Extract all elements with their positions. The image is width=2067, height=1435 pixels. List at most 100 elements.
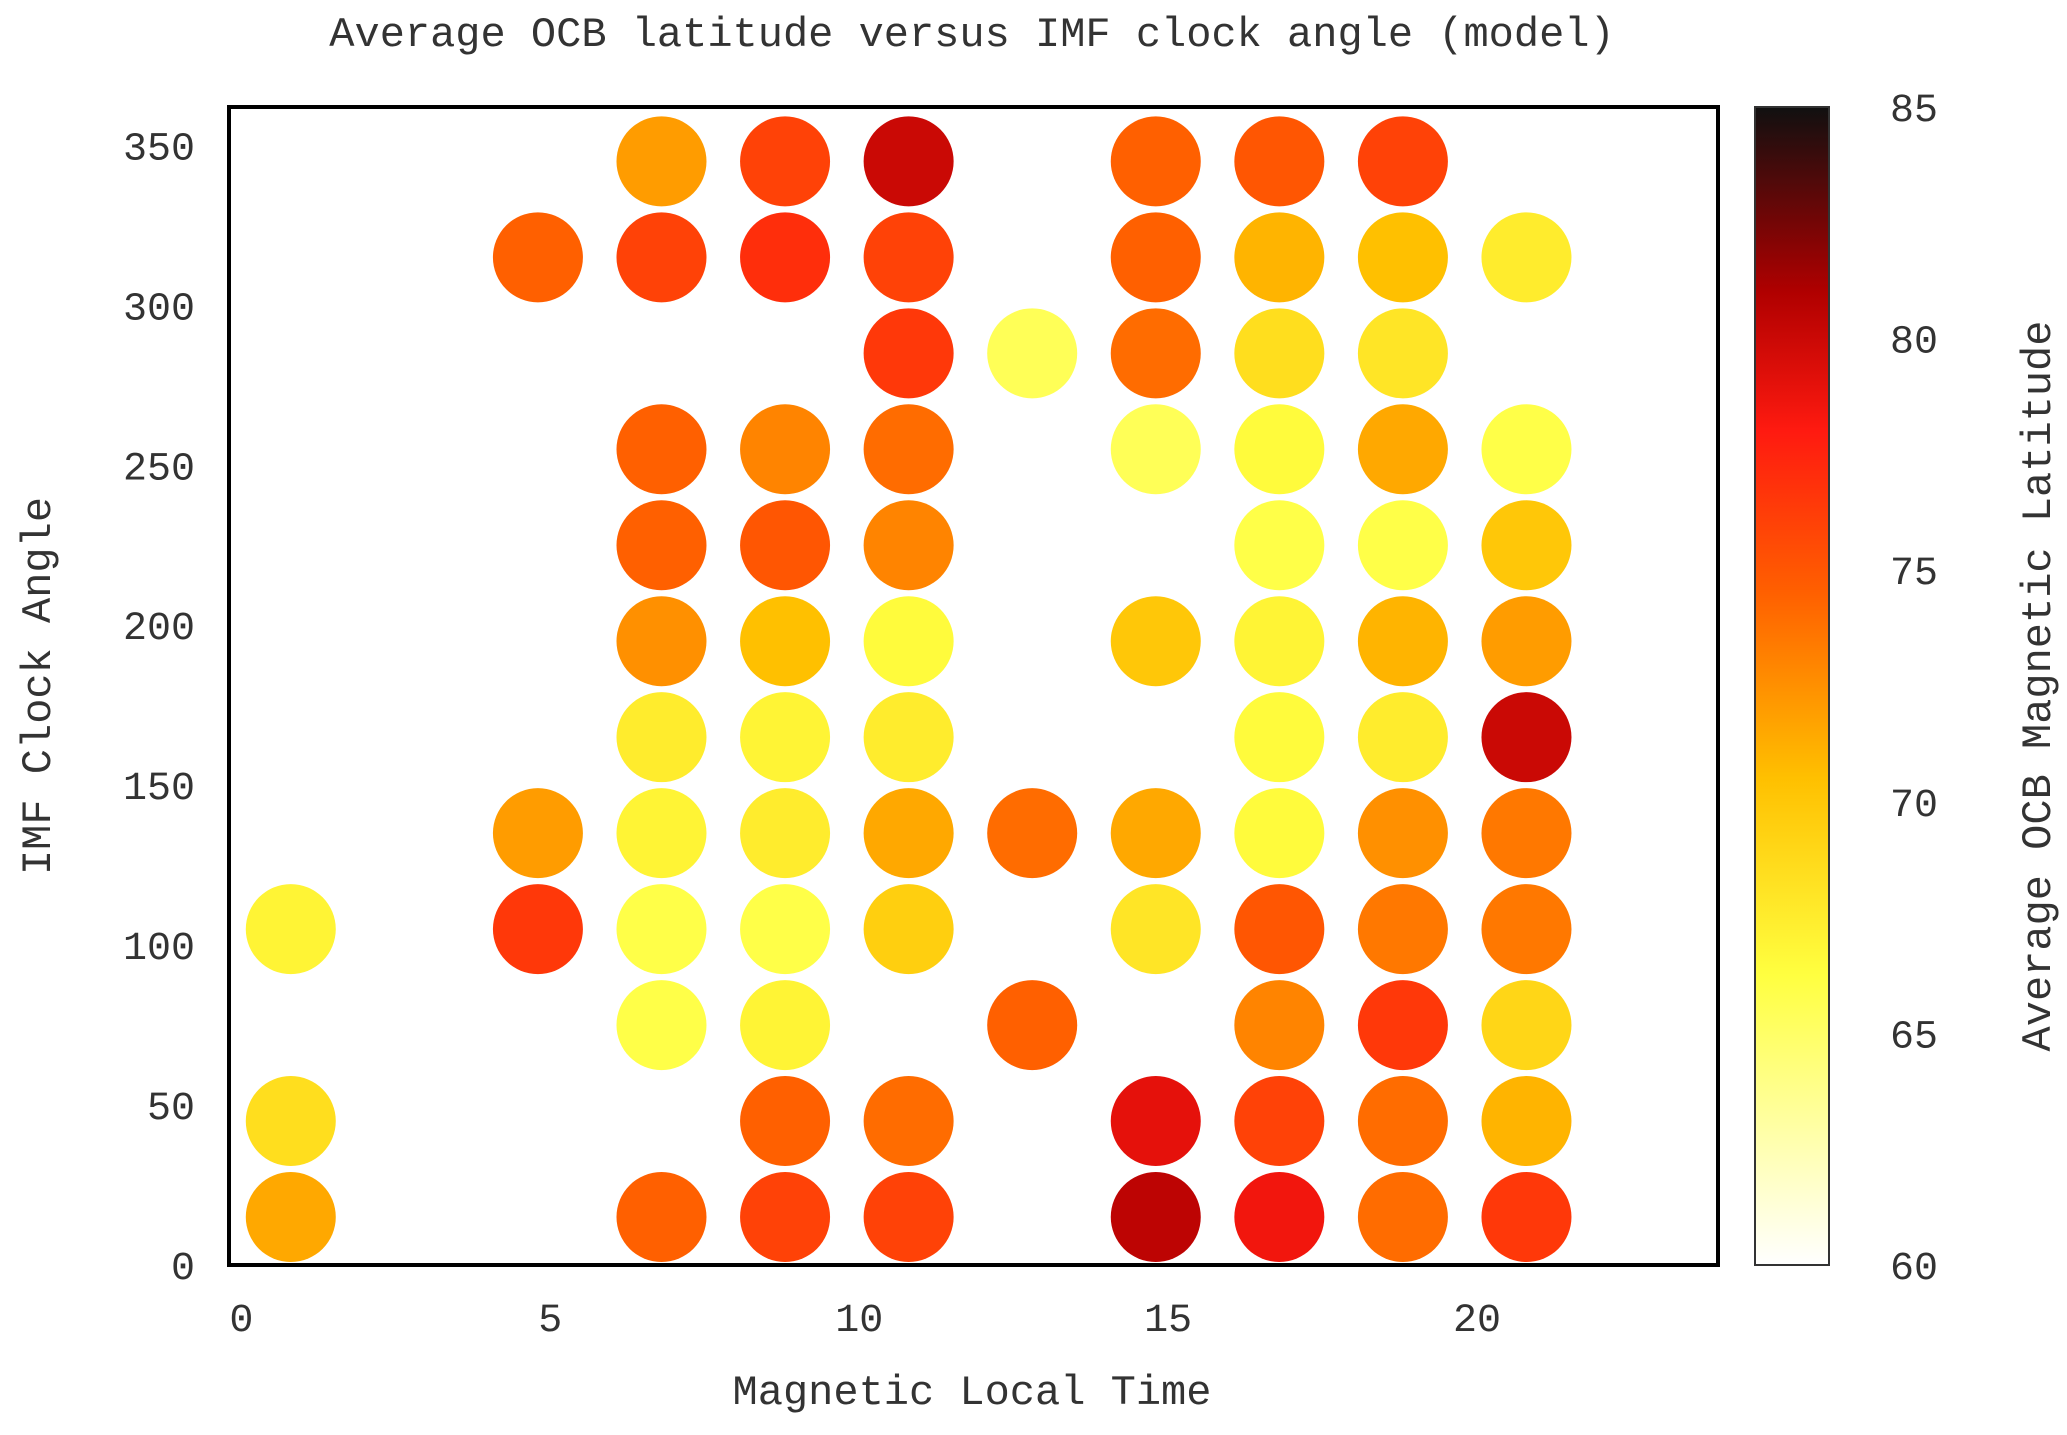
- data-point: [1110, 1172, 1201, 1263]
- colorbar-label: Average OCB Magnetic Latitude: [2015, 321, 2063, 1052]
- data-point: [863, 308, 954, 399]
- data-point: [1110, 1076, 1201, 1167]
- data-point: [616, 116, 707, 207]
- data-point: [616, 404, 707, 495]
- data-point: [740, 404, 831, 495]
- colorbar-tick-label: 80: [1890, 321, 1938, 366]
- data-point: [740, 788, 831, 879]
- data-point: [740, 212, 831, 303]
- data-point: [1234, 1172, 1325, 1263]
- data-point: [1481, 788, 1572, 879]
- data-point: [1357, 404, 1448, 495]
- colorbar-tick-label: 75: [1890, 552, 1938, 597]
- data-point: [492, 212, 583, 303]
- data-point: [1110, 308, 1201, 399]
- data-point: [1110, 212, 1201, 303]
- data-point: [740, 1076, 831, 1167]
- data-point: [616, 692, 707, 783]
- colorbar: [1754, 106, 1830, 1266]
- y-tick-label: 250: [123, 447, 195, 492]
- data-point: [863, 788, 954, 879]
- data-point: [492, 884, 583, 975]
- data-point: [1481, 1172, 1572, 1263]
- data-point: [863, 884, 954, 975]
- data-point: [1357, 1076, 1448, 1167]
- data-point: [1481, 980, 1572, 1071]
- x-tick-labels: 0 5 10 15 20: [229, 1299, 1501, 1344]
- y-tick-label: 100: [123, 927, 195, 972]
- data-point: [1234, 884, 1325, 975]
- plot-frame: [227, 105, 1720, 1267]
- data-point: [616, 500, 707, 591]
- y-tick-label: 0: [171, 1247, 195, 1292]
- data-point: [863, 116, 954, 207]
- chart-title: Average OCB latitude versus IMF clock an…: [329, 11, 1614, 59]
- colorbar-tick-label: 60: [1890, 1247, 1938, 1292]
- data-point: [1234, 596, 1325, 687]
- data-point: [1357, 212, 1448, 303]
- data-point: [863, 1076, 954, 1167]
- x-axis-label: Magnetic Local Time: [733, 1369, 1212, 1417]
- data-point: [1481, 692, 1572, 783]
- data-point: [616, 980, 707, 1071]
- x-tick-label: 20: [1453, 1299, 1501, 1344]
- colorbar-tick-label: 85: [1890, 89, 1938, 134]
- data-point: [1481, 596, 1572, 687]
- data-point: [245, 884, 336, 975]
- data-point: [987, 308, 1078, 399]
- data-point: [1481, 212, 1572, 303]
- data-point: [245, 1076, 336, 1167]
- data-point: [1357, 116, 1448, 207]
- data-point: [1110, 884, 1201, 975]
- data-point: [1234, 980, 1325, 1071]
- data-point: [1234, 308, 1325, 399]
- data-point: [740, 500, 831, 591]
- y-tick-label: 50: [147, 1087, 195, 1132]
- data-point: [863, 596, 954, 687]
- points-layer: [245, 116, 1572, 1263]
- data-point: [616, 596, 707, 687]
- data-point: [1110, 404, 1201, 495]
- colorbar-tick-label: 70: [1890, 784, 1938, 829]
- data-point: [1357, 1172, 1448, 1263]
- data-point: [740, 596, 831, 687]
- data-point: [1110, 116, 1201, 207]
- data-point: [1481, 404, 1572, 495]
- x-tick-label: 5: [538, 1299, 562, 1344]
- data-point: [987, 788, 1078, 879]
- y-axis-label: IMF Clock Angle: [15, 497, 63, 875]
- data-point: [1357, 308, 1448, 399]
- data-point: [1357, 692, 1448, 783]
- data-point: [616, 884, 707, 975]
- data-point: [863, 1172, 954, 1263]
- data-point: [1481, 1076, 1572, 1167]
- data-point: [863, 692, 954, 783]
- data-point: [1234, 788, 1325, 879]
- data-point: [863, 404, 954, 495]
- data-point: [1234, 116, 1325, 207]
- y-tick-label: 200: [123, 607, 195, 652]
- data-point: [863, 212, 954, 303]
- data-point: [1110, 596, 1201, 687]
- data-point: [987, 980, 1078, 1071]
- y-tick-label: 150: [123, 767, 195, 812]
- data-point: [1357, 980, 1448, 1071]
- data-point: [1234, 404, 1325, 495]
- data-point: [740, 116, 831, 207]
- data-point: [740, 1172, 831, 1263]
- data-point: [492, 788, 583, 879]
- data-point: [740, 884, 831, 975]
- data-point: [863, 500, 954, 591]
- data-point: [1110, 788, 1201, 879]
- data-point: [616, 788, 707, 879]
- data-point: [1234, 1076, 1325, 1167]
- data-point: [1357, 884, 1448, 975]
- x-tick-label: 10: [835, 1299, 883, 1344]
- y-tick-label: 350: [123, 127, 195, 172]
- data-point: [1481, 500, 1572, 591]
- data-point: [616, 212, 707, 303]
- data-point: [1234, 692, 1325, 783]
- data-point: [1357, 500, 1448, 591]
